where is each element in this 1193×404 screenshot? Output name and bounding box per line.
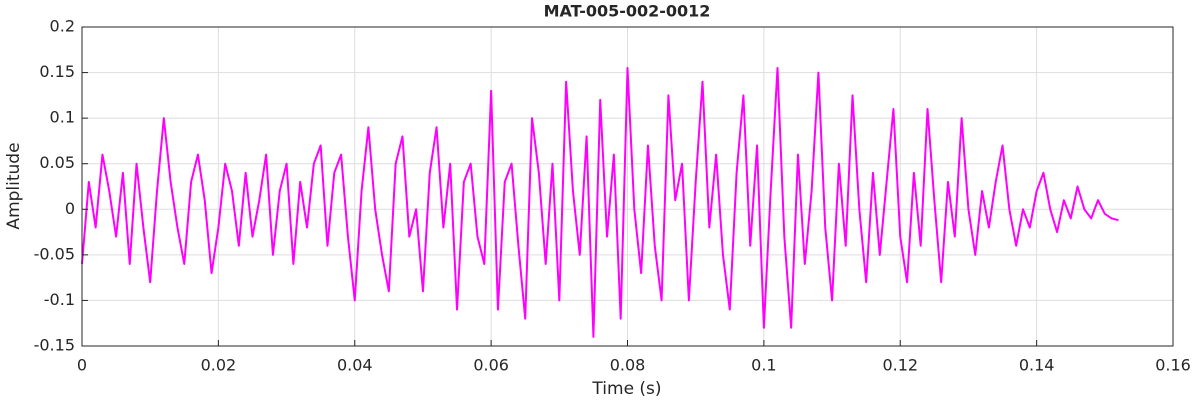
x-axis-label: Time (s)	[591, 379, 661, 399]
x-tick-label: 0.16	[1155, 356, 1191, 375]
y-tick-label: 0.2	[50, 17, 75, 36]
x-tick-label: 0.06	[473, 356, 509, 375]
chart-title: MAT-005-002-0012	[544, 2, 711, 21]
x-tick-label: 0.04	[337, 356, 373, 375]
x-tick-label: 0.12	[882, 356, 918, 375]
x-tick-label: 0.14	[1019, 356, 1055, 375]
x-tick-label: 0.1	[751, 356, 776, 375]
signal-line	[81, 67, 1119, 338]
y-tick-label: 0.15	[39, 62, 75, 81]
x-tick-label: 0.08	[610, 356, 646, 375]
lines	[81, 67, 1119, 338]
ticks: -0.15 -0.1 -0.05 0 0.05 0.1 0.15 0.2 0 0.02 0.04 0.…	[34, 17, 1191, 375]
y-tick-label: 0	[65, 199, 75, 218]
y-tick-label: -0.15	[34, 336, 75, 355]
y-tick-label: -0.05	[34, 244, 75, 263]
y-tick-label: 0.1	[50, 108, 75, 127]
y-tick-label: -0.1	[44, 290, 75, 309]
x-tick-label: 0.02	[201, 356, 237, 375]
x-tick-label: 0	[77, 356, 87, 375]
y-axis-label: Amplitude	[4, 142, 24, 229]
y-tick-label: 0.05	[39, 153, 75, 172]
